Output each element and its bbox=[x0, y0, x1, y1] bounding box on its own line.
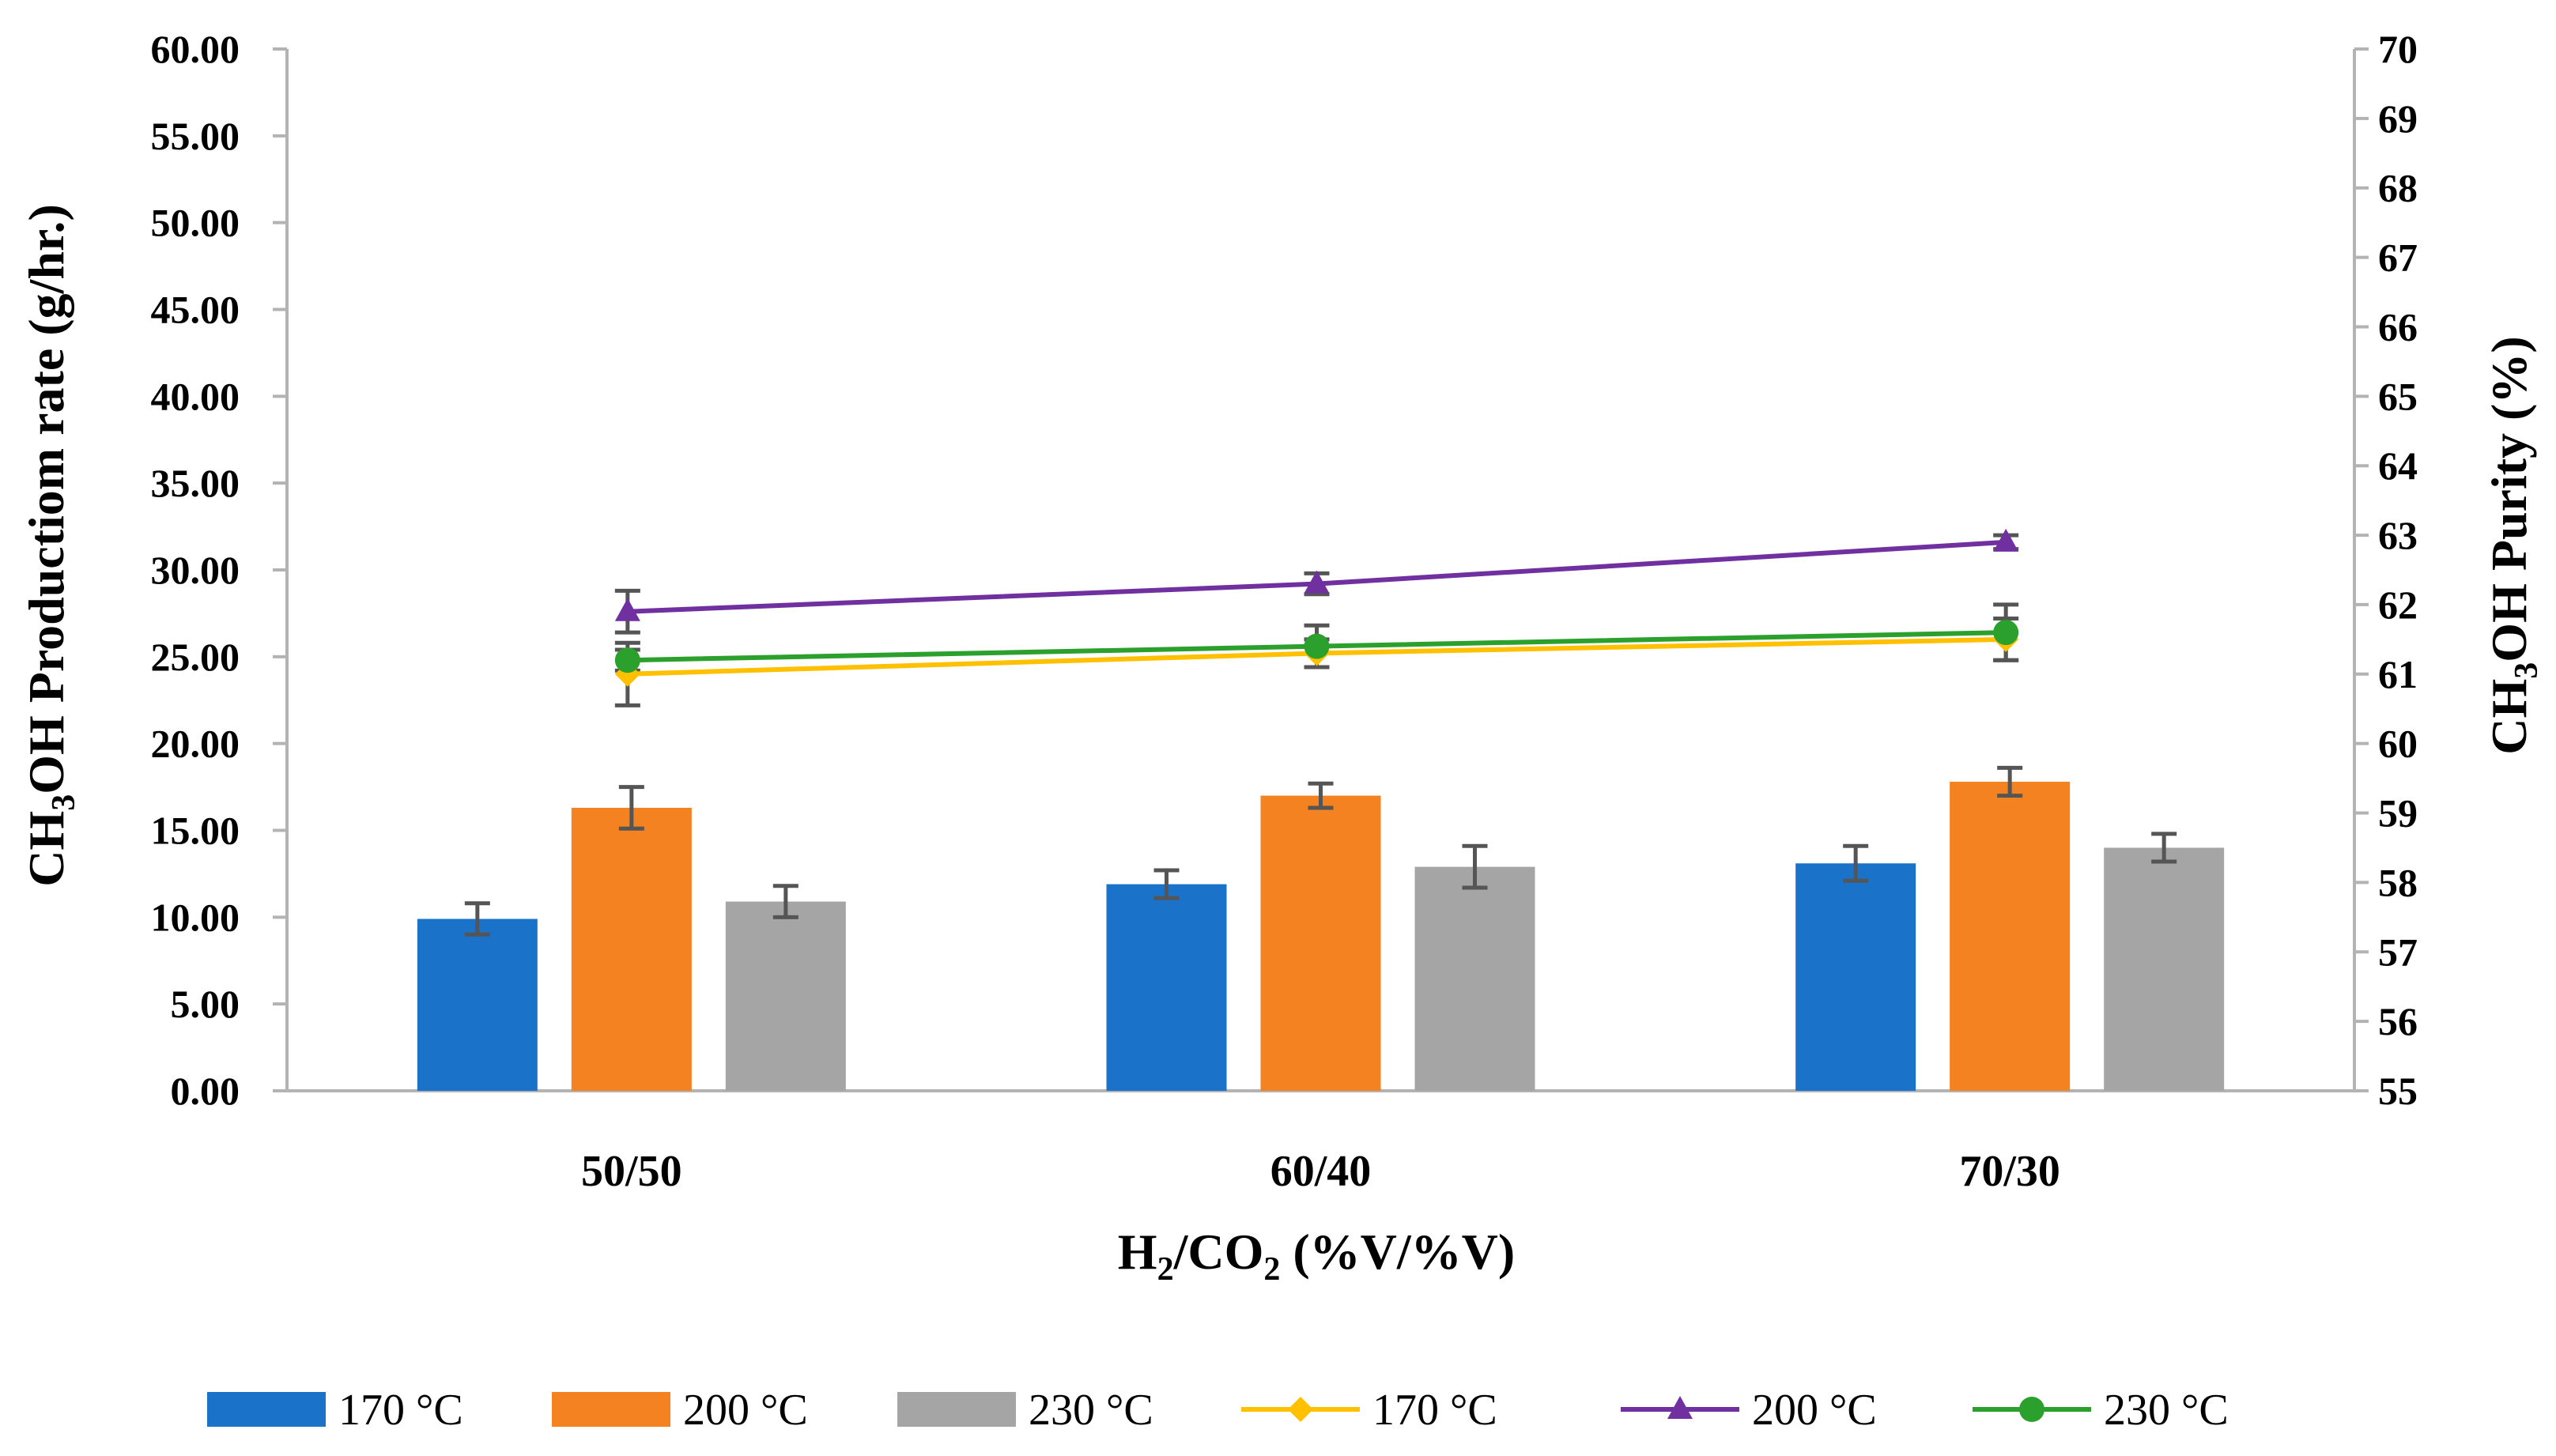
legend-swatch-bar bbox=[207, 1392, 326, 1427]
legend-marker bbox=[1667, 1396, 1693, 1419]
y-left-tick-label: 35.00 bbox=[151, 461, 240, 505]
y-left-tick-label: 30.00 bbox=[151, 548, 240, 592]
y-right-tick-label: 57 bbox=[2378, 930, 2418, 974]
y-right-tick-label: 70 bbox=[2378, 27, 2418, 71]
y-left-tick-label: 60.00 bbox=[151, 27, 240, 71]
bar bbox=[1260, 795, 1381, 1091]
x-axis-title: H2/CO2 (%V/%V) bbox=[1118, 1224, 1515, 1288]
x-category-label: 50/50 bbox=[581, 1147, 682, 1196]
y-right-tick-label: 55 bbox=[2378, 1069, 2418, 1113]
y-right-tick-label: 63 bbox=[2378, 513, 2418, 557]
y-axis-right-title: CH3OH Purity (%) bbox=[2481, 336, 2545, 754]
bar bbox=[1795, 863, 1916, 1091]
y-right-tick-label: 69 bbox=[2378, 96, 2418, 141]
y-right-tick-label: 62 bbox=[2378, 583, 2418, 627]
bar bbox=[1414, 866, 1535, 1091]
y-left-tick-label: 40.00 bbox=[151, 374, 240, 418]
y-left-tick-label: 0.00 bbox=[171, 1069, 240, 1113]
y-left-tick-label: 25.00 bbox=[151, 635, 240, 679]
y-right-tick-label: 66 bbox=[2378, 304, 2418, 349]
line-point bbox=[614, 647, 640, 673]
x-category-label: 70/30 bbox=[1959, 1147, 2060, 1196]
y-right-tick-label: 56 bbox=[2378, 999, 2418, 1043]
bars bbox=[417, 765, 2225, 1091]
y-right-tick-label: 58 bbox=[2378, 860, 2418, 904]
legend-label: 230 °C bbox=[1029, 1386, 1153, 1435]
bar bbox=[1950, 781, 2071, 1091]
legend-swatch-bar bbox=[552, 1392, 670, 1427]
bar bbox=[1106, 884, 1227, 1091]
bar bbox=[2104, 847, 2225, 1091]
y-axis-left-title: CH3OH Productiom rate (g/hr.) bbox=[18, 204, 82, 887]
y-left-tick-label: 45.00 bbox=[151, 288, 240, 332]
lines bbox=[614, 528, 2019, 707]
bar bbox=[725, 901, 846, 1091]
y-right-tick-label: 59 bbox=[2378, 791, 2418, 836]
ticks: 0.00 5.00 10.00 15.00 20.00 25.00 30.00 35.00 40… bbox=[151, 27, 2418, 1196]
y-left-tick-label: 50.00 bbox=[151, 201, 240, 245]
y-right-tick-label: 61 bbox=[2378, 652, 2418, 696]
bar bbox=[417, 918, 538, 1091]
line-point bbox=[1993, 528, 2019, 552]
y-right-tick-label: 64 bbox=[2378, 443, 2418, 488]
x-category-label: 60/40 bbox=[1270, 1147, 1372, 1196]
line-point bbox=[614, 598, 640, 621]
y-right-tick-label: 68 bbox=[2378, 166, 2418, 210]
y-right-tick-label: 67 bbox=[2378, 236, 2418, 280]
legend-marker bbox=[2019, 1397, 2044, 1422]
line-point bbox=[1993, 620, 2019, 646]
legend: 170 °C 200 °C 230 °C 170 °C 200 °C 230 °C bbox=[207, 1386, 2229, 1435]
legend-label: 170 °C bbox=[1372, 1386, 1497, 1435]
y-left-tick-label: 15.00 bbox=[151, 809, 240, 853]
legend-label: 170 °C bbox=[338, 1386, 463, 1435]
bar bbox=[571, 807, 692, 1091]
y-right-tick-label: 60 bbox=[2378, 722, 2418, 766]
legend-label: 230 °C bbox=[2104, 1386, 2229, 1435]
legend-marker bbox=[1288, 1397, 1313, 1422]
legend-swatch-bar bbox=[897, 1392, 1016, 1427]
legend-label: 200 °C bbox=[1752, 1386, 1877, 1435]
line-point bbox=[1304, 570, 1330, 594]
y-left-tick-label: 5.00 bbox=[171, 982, 240, 1026]
y-left-tick-label: 20.00 bbox=[151, 722, 240, 766]
legend-label: 200 °C bbox=[683, 1386, 808, 1435]
line-point bbox=[1304, 633, 1330, 659]
y-left-tick-label: 10.00 bbox=[151, 895, 240, 939]
y-left-tick-label: 55.00 bbox=[151, 114, 240, 158]
y-right-tick-label: 65 bbox=[2378, 374, 2418, 418]
